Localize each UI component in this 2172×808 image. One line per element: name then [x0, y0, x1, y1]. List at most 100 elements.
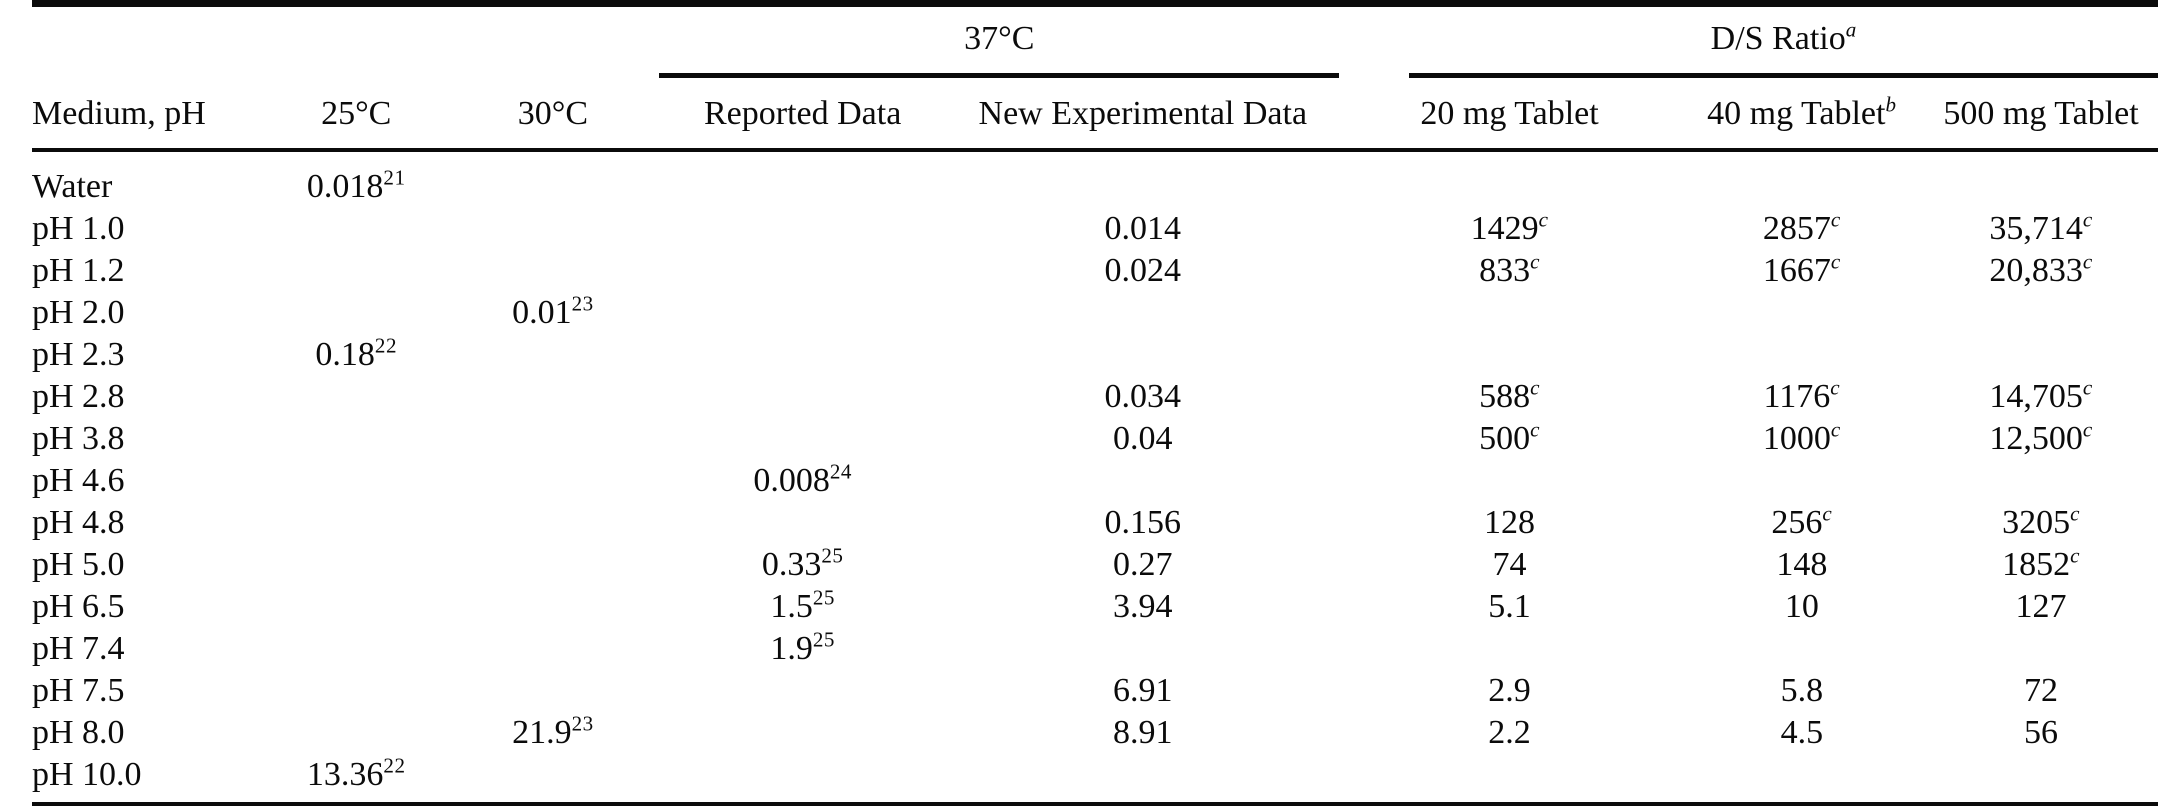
- cell-medium: pH 4.8: [32, 504, 125, 541]
- cell-value: [266, 460, 447, 502]
- cell-value: [659, 418, 946, 460]
- cell-value: [447, 334, 660, 376]
- cell-value: [447, 628, 660, 670]
- cell-medium: pH 3.8: [32, 420, 125, 457]
- cell-value: [266, 418, 447, 460]
- superscript-note: 25: [812, 585, 835, 610]
- table-header: 37°C D/S Ratioa Medium, pH 25°C 30°C Rep…: [32, 4, 2158, 152]
- spanner-37c: 37°C: [659, 4, 1340, 78]
- superscript-note: c: [1530, 375, 1540, 400]
- cell-value: 0.3325: [761, 543, 844, 583]
- cell-value: [1924, 150, 2158, 208]
- table-row: pH 2.3 0.1822: [32, 334, 2158, 376]
- superscript-note: c: [2070, 543, 2080, 568]
- superscript-note: 25: [812, 627, 835, 652]
- col-header-500mg-tablet: 500 mg Tablet: [1924, 78, 2158, 152]
- cell-value: [447, 418, 660, 460]
- spanner-header-row: 37°C D/S Ratioa: [32, 4, 2158, 78]
- superscript-note: 22: [383, 753, 406, 778]
- cell-value: [447, 460, 660, 502]
- superscript-note: a: [1845, 17, 1857, 42]
- superscript-note: c: [2070, 501, 2080, 526]
- cell-value: 12,500c: [1989, 417, 2093, 457]
- superscript-note: c: [1830, 207, 1841, 232]
- superscript-note: 22: [374, 333, 397, 358]
- cell-value: [659, 502, 946, 544]
- cell-value: 5.1: [1488, 588, 1531, 625]
- cell-value: [659, 208, 946, 250]
- col-header-new-experimental-data: New Experimental Data: [946, 78, 1340, 152]
- cell-value: [1339, 754, 1679, 804]
- cell-value: 0.014: [1104, 210, 1182, 247]
- superscript-note: c: [2082, 417, 2093, 442]
- cell-value: [659, 754, 946, 804]
- cell-medium: pH 2.0: [32, 294, 125, 331]
- cell-value: 1667c: [1762, 249, 1841, 289]
- cell-value: 20,833c: [1989, 249, 2093, 289]
- cell-value: [266, 628, 447, 670]
- cell-value: [1924, 754, 2158, 804]
- cell-value: [266, 670, 447, 712]
- table-row: pH 2.0 0.0123: [32, 292, 2158, 334]
- cell-value: 72: [2024, 672, 2059, 709]
- table-row: pH 8.0 21.923 8.91 2.2 4.5 56: [32, 712, 2158, 754]
- spanner-ds-ratio: D/S Ratioa: [1339, 4, 2158, 78]
- cell-value: 0.1822: [315, 333, 397, 373]
- cell-value: [1924, 460, 2158, 502]
- cell-medium: pH 1.2: [32, 252, 125, 289]
- cell-value: [1924, 292, 2158, 334]
- cell-value: 0.04: [1113, 420, 1173, 457]
- cell-value: [1680, 292, 1924, 334]
- cell-value: 128: [1484, 504, 1536, 541]
- cell-value: 2.9: [1488, 672, 1531, 709]
- cell-value: 588c: [1479, 375, 1540, 415]
- cell-value: [946, 292, 1339, 334]
- cell-value: [1339, 334, 1679, 376]
- cell-value: [1680, 628, 1924, 670]
- cell-value: [447, 150, 660, 208]
- cell-value: 56: [2024, 714, 2059, 751]
- cell-value: [1680, 334, 1924, 376]
- cell-value: [659, 334, 946, 376]
- cell-value: 0.024: [1104, 252, 1182, 289]
- cell-value: 0.0123: [512, 291, 594, 331]
- superscript-note: 25: [821, 543, 844, 568]
- table-row: pH 3.8 0.04 500c 1000c 12,500c: [32, 418, 2158, 460]
- cell-value: [447, 754, 660, 804]
- cell-value: [447, 544, 660, 586]
- cell-value: [447, 502, 660, 544]
- col-header-reported-data: Reported Data: [659, 78, 947, 152]
- cell-value: 1.525: [770, 585, 835, 625]
- cell-value: 21.923: [512, 711, 594, 751]
- cell-medium: pH 7.4: [32, 630, 125, 667]
- cell-value: [447, 670, 660, 712]
- cell-value: [447, 586, 660, 628]
- superscript-note: c: [2082, 207, 2093, 232]
- cell-value: 35,714c: [1989, 207, 2093, 247]
- cell-value: 1852c: [2002, 543, 2080, 583]
- table-body: Water 0.01821 pH 1.0 0.014 1429c 2857c 35,714c…: [32, 150, 2158, 804]
- table-row: pH 2.8 0.034 588c 1176c 14,705c: [32, 376, 2158, 418]
- table-row: pH 7.5 6.91 2.9 5.8 72: [32, 670, 2158, 712]
- table-row: pH 5.0 0.3325 0.27 74 148 1852c: [32, 544, 2158, 586]
- col-header-20mg-tablet: 20 mg Tablet: [1339, 78, 1680, 152]
- cell-value: [266, 208, 447, 250]
- cell-value: 74: [1492, 546, 1527, 583]
- cell-value: [1924, 628, 2158, 670]
- cell-value: 3205c: [2002, 501, 2080, 541]
- cell-value: 10: [1784, 588, 1819, 625]
- cell-value: [1339, 460, 1679, 502]
- cell-medium: pH 7.5: [32, 672, 125, 709]
- cell-value: 0.156: [1104, 504, 1182, 541]
- cell-value: [1680, 150, 1924, 208]
- table-row: pH 1.0 0.014 1429c 2857c 35,714c: [32, 208, 2158, 250]
- cell-value: [266, 376, 447, 418]
- cell-value: [659, 376, 946, 418]
- table-row: pH 10.0 13.3622: [32, 754, 2158, 804]
- cell-value: [1339, 150, 1679, 208]
- cell-value: 2.2: [1488, 714, 1531, 751]
- cell-medium: pH 1.0: [32, 210, 125, 247]
- superscript-note: 23: [571, 291, 594, 316]
- cell-value: [447, 250, 660, 292]
- cell-value: [659, 150, 946, 208]
